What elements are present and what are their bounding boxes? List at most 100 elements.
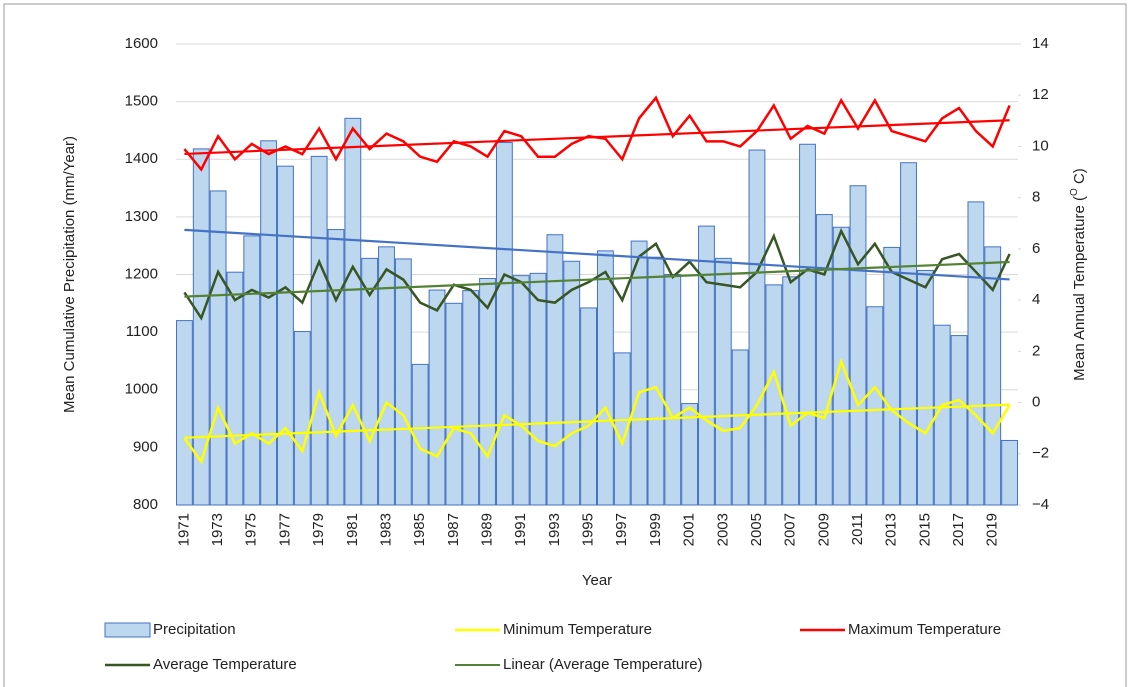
bar [277, 165, 294, 506]
y2-tick-label: 2 [1032, 342, 1040, 359]
bar [849, 185, 867, 506]
bar [967, 201, 985, 506]
x-tick-label: 2017 [950, 513, 967, 546]
x-tick-label: 1981 [344, 513, 361, 546]
y-tick-label: 900 [133, 438, 158, 455]
bar [681, 403, 699, 506]
y-tick-label: 1000 [125, 381, 158, 398]
bar [883, 246, 901, 506]
x-tick-label: 2001 [681, 513, 698, 546]
x-tick-label: 1975 [243, 513, 260, 546]
x-tick-label: 1979 [310, 513, 327, 546]
line [183, 95, 1011, 172]
bar [630, 240, 648, 506]
bar [344, 117, 362, 506]
y2-axis-title-part: O [1069, 188, 1080, 196]
x-tick-label: 2011 [849, 513, 866, 545]
x-tick-label: 1977 [276, 513, 293, 546]
y-tick-label: 800 [133, 496, 158, 513]
x-tick-label: 2013 [883, 513, 900, 546]
bar [698, 225, 715, 506]
bar [293, 331, 311, 506]
y-tick-label: 1200 [125, 265, 158, 282]
bar [984, 246, 1002, 506]
y2-tick-label: 12 [1032, 86, 1049, 103]
bar [664, 274, 682, 506]
y-tick-label: 1600 [125, 35, 158, 52]
trendline [184, 228, 1010, 281]
y-tick-label: 1100 [126, 323, 158, 340]
chart-border [3, 3, 1127, 687]
x-tick-label: 2003 [714, 513, 731, 546]
bar [597, 250, 614, 506]
bar [445, 302, 463, 506]
y2-tick-label: 6 [1032, 240, 1040, 257]
line [183, 357, 1011, 465]
x-tick-label: 2009 [815, 513, 832, 546]
bar [815, 214, 833, 506]
x-tick-label: 1995 [580, 513, 597, 546]
y2-tick-label: −4 [1032, 496, 1049, 513]
bar [479, 278, 496, 506]
bar [361, 257, 379, 506]
x-tick-label: 1985 [411, 513, 428, 546]
trendline [184, 119, 1010, 156]
bar [512, 275, 530, 506]
bar [428, 289, 446, 506]
legend-label: Linear (Average Temperature) [503, 656, 703, 673]
bar [1001, 439, 1018, 506]
x-tick-label: 1997 [613, 513, 630, 546]
y2-tick-label: −2 [1032, 445, 1049, 462]
bar [260, 140, 278, 506]
bar [782, 276, 800, 506]
y2-tick-label: 8 [1032, 189, 1040, 206]
legend-label: Average Temperature [153, 656, 297, 673]
x-tick-label: 2019 [984, 513, 1001, 546]
x-tick-label: 1971 [175, 513, 192, 546]
legend-label: Minimum Temperature [503, 621, 652, 638]
x-tick-label: 2015 [916, 513, 933, 546]
x-tick-label: 2007 [782, 513, 799, 546]
bar [714, 257, 732, 506]
bar [832, 226, 850, 506]
bar [327, 229, 345, 506]
bar [950, 335, 968, 506]
bar [411, 363, 429, 506]
bar [799, 143, 816, 506]
bar [243, 235, 261, 506]
bar [647, 256, 665, 506]
trendline [184, 403, 1010, 439]
bar [580, 307, 597, 506]
x-tick-label: 1991 [512, 513, 529, 546]
y2-axis-title-part: Mean Annual Temperature ( [1071, 196, 1088, 381]
y-tick-label: 1400 [125, 150, 158, 167]
legend-label: Maximum Temperature [848, 621, 1001, 638]
x-tick-label: 1999 [647, 513, 664, 546]
y2-tick-label: 0 [1032, 394, 1040, 411]
y2-tick-label: 10 [1032, 137, 1049, 154]
x-tick-label: 1987 [445, 513, 462, 546]
x-axis-title: Year [582, 572, 612, 589]
bar [378, 246, 395, 506]
x-tick-label: 1989 [479, 513, 496, 546]
bar [748, 149, 766, 506]
x-tick-label: 2005 [748, 513, 765, 546]
bar [765, 284, 783, 506]
bar [916, 269, 934, 506]
y2-tick-label: 14 [1032, 35, 1049, 52]
y2-tick-label: 4 [1032, 291, 1040, 308]
bar [495, 142, 513, 506]
legend-label: Precipitation [153, 621, 236, 638]
bar [933, 324, 951, 506]
x-tick-label: 1973 [209, 513, 226, 546]
y-axis-title: Mean Cumulative Precipitation (mm/Year) [61, 136, 78, 413]
bar [866, 306, 884, 506]
y2-axis-title: Mean Annual Temperature (O C) [1069, 168, 1088, 381]
y-tick-label: 1500 [125, 93, 158, 110]
line [183, 227, 1011, 321]
bar [529, 272, 547, 506]
x-tick-label: 1983 [377, 513, 394, 546]
y2-axis-title-part: C) [1071, 168, 1088, 188]
trendline [184, 260, 1010, 298]
